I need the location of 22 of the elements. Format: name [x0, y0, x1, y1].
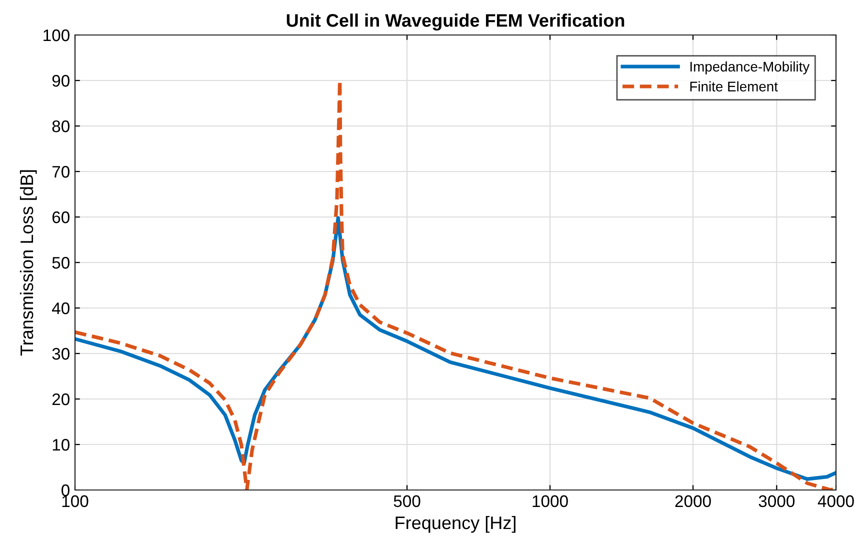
y-tick-label: 50	[52, 256, 70, 269]
y-tick-label: 30	[52, 348, 70, 360]
y-tick-label: 80	[52, 120, 70, 132]
x-tick-label: 100	[62, 495, 88, 508]
y-tick-label: 60	[52, 211, 70, 224]
y-tick-label: 70	[52, 166, 70, 178]
y-tick-label: 20	[52, 393, 70, 406]
y-tick-label: 100	[44, 29, 70, 42]
x-tick-label: 3000	[758, 495, 795, 508]
y-axis-title: Transmission Loss [dB]	[20, 170, 37, 356]
x-tick-label: 2000	[675, 495, 711, 508]
y-tick-label: 10	[52, 438, 70, 451]
x-tick-label: 1000	[532, 495, 568, 508]
chart-title: Unit Cell in Waveguide FEM Verification	[286, 14, 624, 30]
y-tick-label: 0	[62, 484, 70, 496]
x-axis-title: Frequency [Hz]	[396, 516, 516, 533]
y-tick-label: 90	[52, 74, 70, 87]
x-tick-label: 4000	[818, 495, 854, 508]
x-tick-label: 500	[394, 495, 420, 508]
legend-label: Impedance-Mobility	[690, 61, 810, 74]
y-tick-label: 40	[52, 302, 70, 314]
legend-label: Finite Element	[690, 81, 778, 92]
